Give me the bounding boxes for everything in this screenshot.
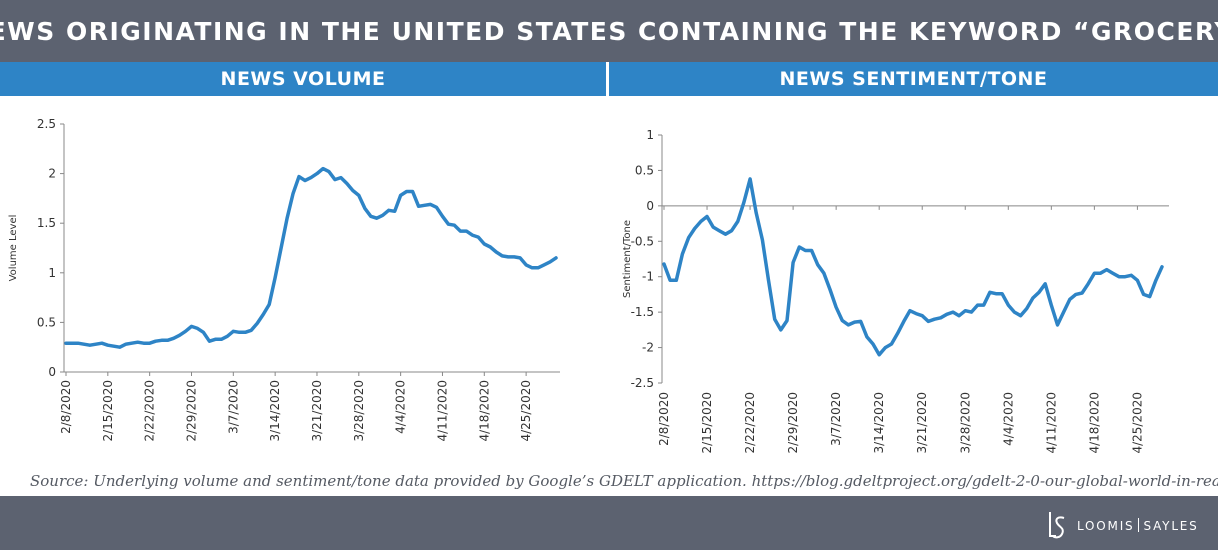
- x-tick-label: 4/18/2020: [1087, 392, 1101, 454]
- right-panel-title: NEWS SENTIMENT/TONE: [779, 68, 1048, 90]
- series-line: [64, 166, 558, 349]
- x-tick-label: 2/8/2020: [59, 380, 73, 434]
- y-tick-label: 0.5: [635, 163, 654, 177]
- y-tick-label: 0.5: [37, 315, 56, 329]
- x-tick-label: 2/22/2020: [743, 392, 757, 454]
- footer-bar: [0, 496, 1218, 550]
- logo-left-word: LOOMIS: [1077, 519, 1135, 533]
- x-tick-label: 3/7/2020: [226, 380, 240, 434]
- y-tick-label: 1: [48, 266, 56, 280]
- x-tick-label: 2/29/2020: [184, 380, 198, 442]
- x-tick-label: 3/28/2020: [958, 392, 972, 454]
- logo-wordmark: LOOMIS SAYLES: [1077, 518, 1199, 533]
- left-panel-header: NEWS VOLUME: [0, 62, 606, 96]
- y-tick-label: 2.5: [37, 117, 56, 131]
- x-tick-label: 3/14/2020: [872, 392, 886, 454]
- x-tick-label: 2/15/2020: [700, 392, 714, 454]
- y-tick-label: -1: [642, 270, 654, 284]
- x-tick-label: 4/18/2020: [477, 380, 491, 442]
- x-tick-label: 3/28/2020: [352, 380, 366, 442]
- x-tick-label: 4/25/2020: [519, 380, 533, 442]
- page-title: NEWS ORIGINATING IN THE UNITED STATES CO…: [0, 16, 1218, 46]
- logo-right-word: SAYLES: [1143, 519, 1199, 533]
- x-tick-label: 2/29/2020: [786, 392, 800, 454]
- x-tick-label: 3/7/2020: [829, 392, 843, 446]
- y-tick-label: 1: [646, 128, 654, 142]
- y-tick-label: -1.5: [631, 305, 654, 319]
- y-tick-label: -0.5: [631, 234, 654, 248]
- y-tick-label: -2: [642, 341, 654, 355]
- logo-divider: [1138, 518, 1140, 532]
- series-line: [662, 177, 1164, 357]
- x-tick-label: 4/25/2020: [1130, 392, 1144, 454]
- x-tick-label: 2/8/2020: [657, 392, 671, 446]
- x-tick-label: 4/11/2020: [1044, 392, 1058, 454]
- title-bar: NEWS ORIGINATING IN THE UNITED STATES CO…: [0, 0, 1218, 62]
- x-tick-label: 4/11/2020: [435, 380, 449, 442]
- y-tick-label: -2.5: [631, 376, 654, 390]
- news-sentiment-chart: 1 0.5 0 -0.5 -1 -1.5 -2 -2.5 Sentiment/Tone 2/8/2…: [622, 128, 1169, 454]
- y-tick-label: 1.5: [37, 216, 56, 230]
- right-panel-header: NEWS SENTIMENT/TONE: [609, 62, 1218, 96]
- y-tick-label: 0: [48, 365, 56, 379]
- news-volume-chart: 0 0.5 1 1.5 2 2.5 Volume Level 2/8/2020 2/15/202…: [8, 117, 560, 442]
- y-axis-title: Volume Level: [8, 215, 19, 282]
- x-tick-label: 3/21/2020: [310, 380, 324, 442]
- left-panel-title: NEWS VOLUME: [220, 68, 386, 90]
- x-tick-label: 2/22/2020: [143, 380, 157, 442]
- x-tick-label: 4/4/2020: [1001, 392, 1015, 446]
- x-tick-label: 2/15/2020: [101, 380, 115, 442]
- y-axis-title: Sentiment/Tone: [622, 220, 633, 298]
- source-note: Source: Underlying volume and sentiment/…: [30, 472, 1218, 490]
- x-tick-label: 3/14/2020: [268, 380, 282, 442]
- y-tick-label: 2: [48, 167, 56, 181]
- y-tick-label: 0: [646, 199, 654, 213]
- x-tick-label: 4/4/2020: [394, 380, 408, 434]
- loomis-sayles-logo-icon: [1049, 512, 1065, 539]
- x-tick-label: 3/21/2020: [915, 392, 929, 454]
